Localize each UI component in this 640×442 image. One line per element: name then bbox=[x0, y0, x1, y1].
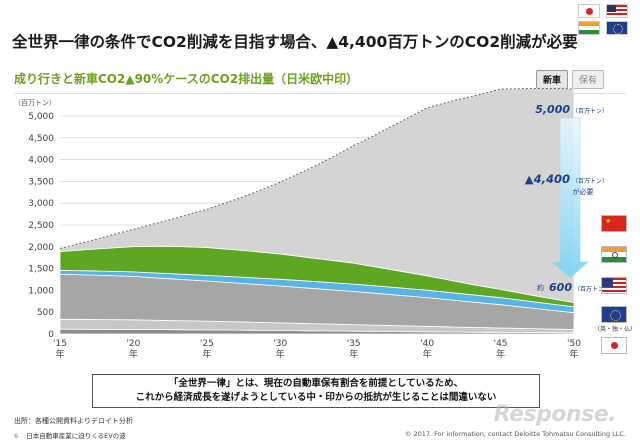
india-flag-icon bbox=[578, 21, 600, 35]
usa-flag-icon bbox=[601, 277, 627, 294]
y-tick-label: 4,500 bbox=[28, 134, 54, 144]
note-line-1: 「全世界一律」とは、現在の自動車保有割合を前提としているため、 bbox=[168, 378, 464, 389]
y-tick-label: 500 bbox=[37, 308, 54, 318]
y-axis-unit: （百万トン） bbox=[14, 99, 56, 107]
usa-flag-icon bbox=[606, 4, 628, 18]
target-value-label: 600 bbox=[549, 281, 572, 294]
bau-outline bbox=[59, 88, 575, 249]
y-tick-labels: 0 500 1,000 1,500 2,000 2,500 3,000 3,500 4,000 4… bbox=[28, 112, 54, 340]
reduction-unit-label: （百万トン） bbox=[572, 178, 608, 185]
x-tick-label: 年 bbox=[569, 348, 578, 360]
x-tick-label: 年 bbox=[129, 348, 138, 360]
y-tick-label: 4,000 bbox=[28, 156, 54, 166]
x-tick-label: '25 bbox=[200, 339, 214, 349]
y-tick-label: 1,500 bbox=[28, 265, 54, 275]
document-title: 日本自動車産業に迫りくるEVの波 bbox=[26, 432, 126, 440]
x-tick-label: '45 bbox=[494, 339, 508, 349]
y-tick-label: 0 bbox=[48, 330, 54, 340]
x-tick-label: 年 bbox=[55, 348, 64, 360]
y-tick-label: 3,000 bbox=[28, 199, 54, 209]
gap_to_bau-area bbox=[59, 88, 575, 303]
header-flags bbox=[578, 4, 634, 35]
x-tick-label: 年 bbox=[496, 348, 505, 360]
page-number: 6 bbox=[14, 432, 19, 440]
bau-value-label: 5,000 bbox=[535, 103, 570, 116]
page-title: 全世界一律の条件でCO2削減を目指す場合、▲4,400百万トンのCO2削減が必要 bbox=[12, 33, 578, 51]
reduction-note-label: が必要 bbox=[573, 187, 594, 196]
y-tick-label: 2,000 bbox=[28, 243, 54, 253]
eu-flag-icon bbox=[601, 306, 627, 323]
chart-subtitle: 成り行きと新車CO2▲90%ケースのCO2排出量（日米欧中印） bbox=[14, 72, 359, 86]
reduction-arrow bbox=[551, 117, 589, 279]
note-box: 「全世界一律」とは、現在の自動車保有割合を前提としているため、 これから経済成長… bbox=[92, 374, 540, 408]
y-tick-label: 3,500 bbox=[28, 177, 54, 187]
x-tick-label: '15 bbox=[53, 339, 67, 349]
x-tick-label: '35 bbox=[347, 339, 361, 349]
x-tick-labels: '15年'20年'25年'30年'35年'40年'45年'50年 bbox=[53, 339, 581, 360]
y-tick-label: 1,000 bbox=[28, 286, 54, 296]
target-prefix-label: 約 bbox=[537, 283, 544, 292]
source-note: 出所：各種公開資料よりデロイト分析 bbox=[14, 417, 133, 425]
tab-owned[interactable]: 保有 bbox=[572, 70, 605, 89]
view-tabs: 新車 保有 bbox=[536, 70, 605, 89]
emission-areas bbox=[59, 88, 575, 335]
bau-unit-label: （百万トン） bbox=[572, 108, 608, 115]
x-tick-label: '30 bbox=[273, 339, 287, 349]
japan-flag-icon bbox=[578, 4, 600, 18]
x-tick-label: '20 bbox=[126, 339, 140, 349]
europe-flag-caption: （英・独・仏） bbox=[594, 326, 637, 333]
x-tick-label: '40 bbox=[420, 339, 434, 349]
divider bbox=[14, 93, 626, 94]
japan-flag-icon bbox=[601, 337, 627, 354]
reduction-value-label: ▲4,400 bbox=[525, 172, 570, 186]
target-unit-label: （百万トン） bbox=[574, 286, 610, 293]
x-tick-label: 年 bbox=[276, 348, 285, 360]
x-tick-label: 年 bbox=[349, 348, 358, 360]
copyright: © 2017. For information, contact Deloitt… bbox=[404, 430, 626, 438]
watermark-logo: Response. bbox=[493, 402, 617, 427]
x-tick-label: 年 bbox=[202, 348, 211, 360]
footer-left: 6 日本自動車産業に迫りくるEVの波 bbox=[14, 430, 126, 440]
x-tick-label: 年 bbox=[423, 348, 432, 360]
region-legend-flags: ★ （英・独・仏） bbox=[594, 215, 637, 354]
y-tick-label: 5,000 bbox=[28, 112, 54, 122]
india-flag-icon bbox=[601, 246, 627, 263]
eu-flag-icon bbox=[606, 21, 628, 35]
china-flag-icon: ★ bbox=[601, 215, 627, 232]
x-tick-label: '50 bbox=[567, 339, 581, 349]
y-tick-label: 2,500 bbox=[28, 221, 54, 231]
note-line-2: これから経済成長を遂げようとしている中・印からの抵抗が生じることは間違いない bbox=[135, 392, 497, 403]
